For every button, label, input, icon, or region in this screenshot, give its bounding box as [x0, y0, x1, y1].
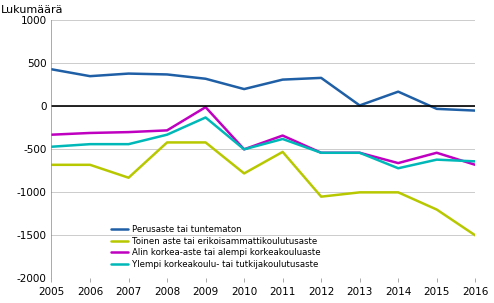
- Perusaste tai tuntematon: [280, 78, 286, 82]
- Ylempi korkeakoulu- tai tutkijakoulutusaste: [87, 142, 93, 146]
- Text: Lukumäärä: Lukumäärä: [0, 5, 63, 15]
- Perusaste tai tuntematon: [48, 68, 54, 71]
- Perusaste tai tuntematon: [125, 72, 131, 75]
- Alin korkea-aste tai alempi korkeakouluaste: [395, 161, 401, 165]
- Perusaste tai tuntematon: [87, 74, 93, 78]
- Alin korkea-aste tai alempi korkeakouluaste: [125, 130, 131, 134]
- Toinen aste tai erikoisammattikoulutusaste: [203, 141, 208, 144]
- Alin korkea-aste tai alempi korkeakouluaste: [48, 133, 54, 137]
- Ylempi korkeakoulu- tai tutkijakoulutusaste: [125, 142, 131, 146]
- Ylempi korkeakoulu- tai tutkijakoulutusaste: [280, 137, 286, 141]
- Ylempi korkeakoulu- tai tutkijakoulutusaste: [203, 116, 208, 119]
- Line: Toinen aste tai erikoisammattikoulutusaste: Toinen aste tai erikoisammattikoulutusas…: [51, 142, 475, 235]
- Ylempi korkeakoulu- tai tutkijakoulutusaste: [357, 151, 363, 155]
- Alin korkea-aste tai alempi korkeakouluaste: [472, 163, 478, 167]
- Ylempi korkeakoulu- tai tutkijakoulutusaste: [164, 133, 170, 137]
- Perusaste tai tuntematon: [318, 76, 324, 80]
- Perusaste tai tuntematon: [203, 77, 208, 81]
- Toinen aste tai erikoisammattikoulutusaste: [434, 208, 440, 211]
- Toinen aste tai erikoisammattikoulutusaste: [395, 191, 401, 194]
- Toinen aste tai erikoisammattikoulutusaste: [125, 176, 131, 180]
- Line: Perusaste tai tuntematon: Perusaste tai tuntematon: [51, 69, 475, 111]
- Alin korkea-aste tai alempi korkeakouluaste: [87, 131, 93, 135]
- Ylempi korkeakoulu- tai tutkijakoulutusaste: [241, 148, 247, 151]
- Legend: Perusaste tai tuntematon, Toinen aste tai erikoisammattikoulutusaste, Alin korke: Perusaste tai tuntematon, Toinen aste ta…: [111, 225, 321, 269]
- Alin korkea-aste tai alempi korkeakouluaste: [357, 151, 363, 155]
- Alin korkea-aste tai alempi korkeakouluaste: [241, 148, 247, 151]
- Toinen aste tai erikoisammattikoulutusaste: [87, 163, 93, 167]
- Perusaste tai tuntematon: [395, 90, 401, 93]
- Toinen aste tai erikoisammattikoulutusaste: [472, 234, 478, 237]
- Ylempi korkeakoulu- tai tutkijakoulutusaste: [434, 158, 440, 161]
- Toinen aste tai erikoisammattikoulutusaste: [280, 150, 286, 154]
- Ylempi korkeakoulu- tai tutkijakoulutusaste: [318, 151, 324, 155]
- Toinen aste tai erikoisammattikoulutusaste: [318, 195, 324, 198]
- Perusaste tai tuntematon: [472, 109, 478, 112]
- Alin korkea-aste tai alempi korkeakouluaste: [434, 151, 440, 155]
- Alin korkea-aste tai alempi korkeakouluaste: [203, 105, 208, 109]
- Perusaste tai tuntematon: [357, 104, 363, 107]
- Toinen aste tai erikoisammattikoulutusaste: [357, 191, 363, 194]
- Perusaste tai tuntematon: [434, 107, 440, 111]
- Toinen aste tai erikoisammattikoulutusaste: [48, 163, 54, 167]
- Line: Alin korkea-aste tai alempi korkeakouluaste: Alin korkea-aste tai alempi korkeakoulua…: [51, 107, 475, 165]
- Perusaste tai tuntematon: [164, 73, 170, 76]
- Perusaste tai tuntematon: [241, 87, 247, 91]
- Alin korkea-aste tai alempi korkeakouluaste: [164, 128, 170, 132]
- Alin korkea-aste tai alempi korkeakouluaste: [280, 134, 286, 137]
- Line: Ylempi korkeakoulu- tai tutkijakoulutusaste: Ylempi korkeakoulu- tai tutkijakoulutusa…: [51, 118, 475, 168]
- Toinen aste tai erikoisammattikoulutusaste: [241, 171, 247, 175]
- Ylempi korkeakoulu- tai tutkijakoulutusaste: [48, 145, 54, 148]
- Ylempi korkeakoulu- tai tutkijakoulutusaste: [472, 160, 478, 163]
- Ylempi korkeakoulu- tai tutkijakoulutusaste: [395, 166, 401, 170]
- Toinen aste tai erikoisammattikoulutusaste: [164, 141, 170, 144]
- Alin korkea-aste tai alempi korkeakouluaste: [318, 151, 324, 155]
